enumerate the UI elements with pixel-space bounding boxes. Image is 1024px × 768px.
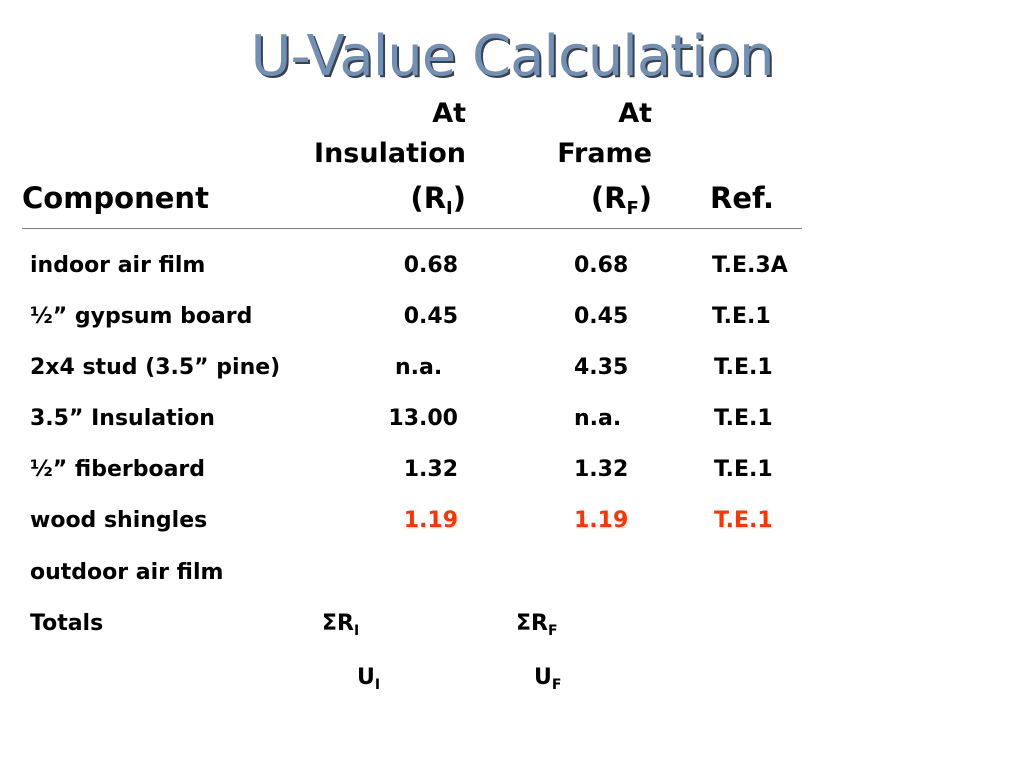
ref-cell: T.E.1 bbox=[714, 406, 773, 431]
frame-cell: 4.35 bbox=[574, 355, 629, 380]
sum-frame-sub: F bbox=[547, 623, 558, 639]
sum-frame-symbol: ΣR bbox=[516, 611, 548, 636]
u-insulation-sub: I bbox=[374, 677, 381, 693]
component-cell: ½” fiberboard bbox=[30, 457, 206, 482]
frame-cell: 0.45 bbox=[574, 304, 629, 329]
frame-cell-highlight: 1.19 bbox=[574, 508, 629, 533]
frame-cell: n.a. bbox=[574, 406, 622, 431]
frame-symbol: R bbox=[604, 181, 627, 215]
insulation-cell-highlight: 1.19 bbox=[403, 508, 458, 533]
ref-cell: T.E.3A bbox=[712, 253, 788, 278]
u-frame: UF bbox=[534, 663, 561, 700]
ref-cell: T.E.1 bbox=[712, 304, 771, 329]
sum-frame: ΣRF bbox=[516, 609, 558, 646]
insulation-header-line2: Insulation bbox=[314, 138, 466, 169]
component-cell: indoor air film bbox=[30, 253, 206, 278]
insulation-symbol-sub: I bbox=[446, 198, 453, 219]
insulation-header-line1: At bbox=[432, 98, 466, 129]
u-insulation: UI bbox=[357, 663, 380, 700]
totals-label: Totals bbox=[30, 611, 104, 636]
slide-title: U-Value Calculation bbox=[250, 24, 775, 89]
insulation-cell: 0.68 bbox=[403, 253, 458, 278]
sum-insulation-symbol: ΣR bbox=[322, 611, 354, 636]
component-cell: 3.5” Insulation bbox=[30, 406, 215, 431]
component-cell: outdoor air film bbox=[30, 560, 224, 585]
u-insulation-symbol: U bbox=[357, 665, 375, 690]
u-frame-sub: F bbox=[551, 677, 562, 693]
insulation-cell: n.a. bbox=[395, 355, 443, 380]
frame-header-line2: Frame bbox=[557, 138, 652, 169]
frame-symbol-header: (RF) bbox=[590, 181, 652, 219]
ref-cell: T.E.1 bbox=[714, 457, 773, 482]
ref-header: Ref. bbox=[710, 181, 775, 215]
frame-cell: 1.32 bbox=[574, 457, 629, 482]
insulation-cell: 13.00 bbox=[388, 406, 458, 431]
component-cell: wood shingles bbox=[30, 508, 208, 533]
component-cell: 2x4 stud (3.5” pine) bbox=[30, 355, 281, 380]
u-frame-symbol: U bbox=[534, 665, 552, 690]
header-divider bbox=[22, 228, 802, 229]
ref-cell: T.E.1 bbox=[714, 355, 773, 380]
insulation-cell: 0.45 bbox=[403, 304, 458, 329]
component-header: Component bbox=[22, 181, 209, 215]
frame-header-line1: At bbox=[618, 98, 652, 129]
insulation-cell: 1.32 bbox=[403, 457, 458, 482]
insulation-symbol: R bbox=[423, 181, 447, 215]
frame-symbol-sub: F bbox=[626, 198, 639, 219]
ref-cell-highlight: T.E.1 bbox=[714, 508, 773, 533]
sum-insulation: ΣRI bbox=[322, 609, 359, 646]
frame-cell: 0.68 bbox=[574, 253, 629, 278]
sum-insulation-sub: I bbox=[353, 623, 360, 639]
insulation-symbol-header: (RI) bbox=[410, 181, 466, 219]
component-cell: ½” gypsum board bbox=[30, 304, 253, 329]
